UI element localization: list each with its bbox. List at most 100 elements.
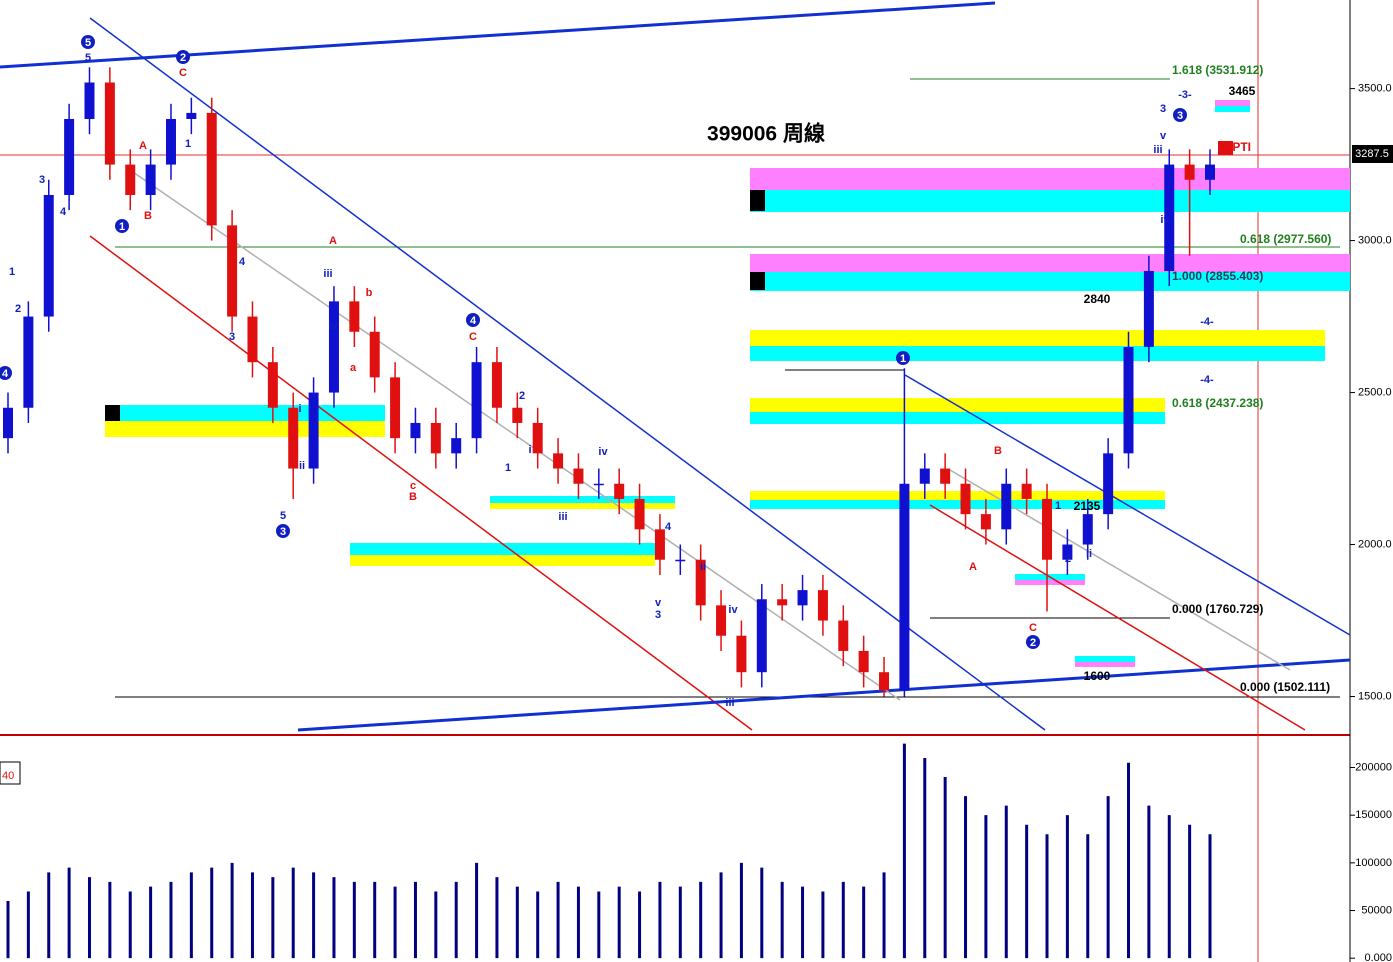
candle-body: [756, 599, 767, 673]
wave-label: ii: [700, 561, 706, 573]
wave-label: 3: [39, 174, 45, 186]
wave-label: 3: [1160, 103, 1166, 115]
candle-body: [654, 529, 665, 560]
candle-body: [390, 377, 401, 439]
wave-label: -4-: [1200, 374, 1214, 386]
y-tick-label: 50000: [1361, 904, 1392, 916]
y-tick-label: 3500.0: [1358, 82, 1392, 94]
wave-label: a: [350, 362, 357, 374]
wave-label: 2: [519, 390, 525, 402]
candle-body: [899, 483, 910, 691]
wave-label: B: [994, 445, 1002, 457]
wave-label: iv: [598, 446, 608, 458]
price-label: 3465: [1229, 84, 1256, 98]
wave-label: 3: [655, 609, 661, 621]
y-tick-label: 200000: [1355, 761, 1392, 773]
candle-body: [695, 559, 706, 606]
wave-circle: [0, 366, 12, 380]
candle-body: [206, 112, 217, 226]
candle-body: [43, 194, 54, 317]
price-label: 2840: [1084, 292, 1111, 306]
wave-label: B: [409, 491, 417, 503]
price-tag: 3287.5: [1355, 148, 1389, 160]
candle-body: [430, 422, 441, 454]
candle-body: [512, 407, 523, 423]
candle-body: [1042, 498, 1053, 560]
y-tick-label: 2000.0: [1358, 538, 1392, 550]
candle-body: [1001, 483, 1012, 530]
y-tick-label: 2500.0: [1358, 386, 1392, 398]
wave-label: 4: [665, 521, 672, 533]
candle-body: [349, 301, 360, 332]
fib-label: 0.000 (1502.111): [1240, 680, 1330, 694]
candle-body: [410, 422, 421, 439]
candle-body: [838, 620, 849, 651]
candle-body: [532, 422, 543, 454]
wave-label: A: [969, 561, 977, 573]
wave-circle: [1173, 108, 1187, 122]
wave-label: A: [139, 140, 147, 152]
candle-body: [919, 468, 930, 484]
wave-circle: [176, 50, 190, 64]
wave-label: -4-: [1200, 316, 1214, 328]
candle-body: [1082, 514, 1093, 545]
wave-label: v: [655, 597, 662, 609]
candle-body: [879, 672, 890, 691]
candle-body: [104, 82, 115, 165]
candle-body: [553, 453, 564, 469]
wave-label: ii: [1086, 548, 1092, 560]
wave-label: iii: [1153, 144, 1162, 156]
y-tick-label: 3000.0: [1358, 234, 1392, 246]
candle-body: [675, 559, 686, 562]
candle-body: [165, 118, 176, 165]
candle-body: [593, 483, 604, 486]
candle-body: [736, 635, 747, 673]
panel-label: 40: [2, 770, 14, 782]
wave-label: i: [528, 444, 531, 456]
wave-label: ii: [299, 460, 305, 472]
circled-label: 4: [2, 368, 9, 380]
wave-label: C: [469, 331, 477, 343]
candle-body: [369, 331, 380, 378]
fib-label: 0.618 (2977.560): [1240, 232, 1331, 246]
wave-label: C: [1029, 622, 1037, 634]
candle-body: [308, 392, 319, 469]
price-label: 2135: [1074, 499, 1101, 513]
wave-label: 2: [15, 303, 21, 315]
candle-body: [1164, 164, 1175, 271]
candle-body: [1062, 544, 1073, 560]
chart-title: 399006 周線: [707, 122, 825, 146]
wave-label: 1: [9, 266, 15, 278]
wave-circle: [896, 351, 910, 365]
candle-body: [23, 316, 34, 408]
indicator-label: 57PTI: [1219, 140, 1251, 154]
wave-label: B: [144, 210, 152, 222]
candle-body: [451, 438, 462, 454]
candle-body: [634, 498, 645, 530]
candle-body: [858, 650, 869, 673]
wave-circle: [466, 313, 480, 327]
candle-body: [247, 316, 258, 363]
candle-body: [1205, 164, 1215, 180]
candle-body: [1103, 453, 1114, 515]
candle-body: [288, 407, 299, 469]
candle-body: [777, 599, 788, 606]
wave-label: c: [410, 480, 416, 492]
candle-body: [960, 483, 971, 515]
candle-body: [1143, 270, 1154, 347]
wave-label: 1: [505, 462, 511, 474]
candle-body: [125, 164, 136, 195]
candle-body: [267, 362, 278, 408]
candle-body: [64, 118, 75, 195]
wave-circle: [276, 524, 290, 538]
wave-label: 1: [185, 138, 191, 150]
wave-label: 4: [239, 256, 246, 268]
circled-label: 1: [900, 353, 906, 365]
wave-label: A: [329, 235, 337, 247]
y-tick-label: 150000: [1355, 809, 1392, 821]
wave-label: 5: [280, 510, 286, 522]
candle-body: [227, 225, 238, 317]
candle-body: [471, 362, 482, 439]
